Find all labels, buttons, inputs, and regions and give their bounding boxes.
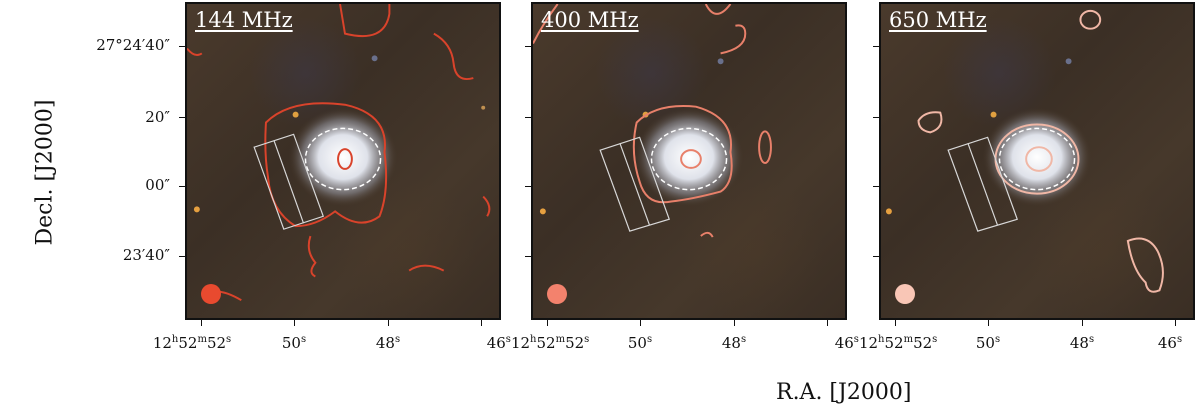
x-tickmark <box>895 320 896 326</box>
frequency-label: 650 MHz <box>889 8 987 32</box>
frequency-label: 400 MHz <box>541 8 639 32</box>
y-tickmark <box>179 46 185 47</box>
x-tickmark <box>640 320 641 326</box>
y-tick-label: 20″ <box>145 108 170 126</box>
y-tickmark <box>873 186 879 187</box>
beam-marker <box>201 284 221 304</box>
x-tick-label: 50s <box>627 334 653 352</box>
y-tickmark <box>525 186 531 187</box>
contour-overlay <box>885 9 1164 293</box>
x-tick-label: 48s <box>721 334 747 352</box>
x-tick-label: 12h52m52s <box>152 334 232 352</box>
y-axis-title: Decl. [J2000] <box>32 99 58 246</box>
x-tick-label: 48s <box>1069 334 1095 352</box>
x-tick-label: 46s12h52m52s <box>834 334 938 352</box>
x-tickmark <box>481 320 482 326</box>
x-tick-label: 46s12h52m52s <box>486 334 590 352</box>
image-panel-144: 144 MHz <box>185 2 501 320</box>
y-tickmark <box>873 256 879 257</box>
y-tick-label: 23′40″ <box>122 246 170 264</box>
beam-marker <box>895 284 915 304</box>
x-tickmark <box>988 320 989 326</box>
contour-overlay <box>187 4 491 302</box>
x-tickmark <box>827 320 828 326</box>
contour-overlay <box>533 4 772 238</box>
x-tickmark <box>734 320 735 326</box>
x-tick-label: 50s <box>281 334 307 352</box>
image-panel-650: 650 MHz <box>879 2 1195 320</box>
x-tickmark <box>547 320 548 326</box>
x-tickmark <box>1175 320 1176 326</box>
y-tick-label: 00″ <box>145 176 170 194</box>
image-panel-400: 400 MHz <box>531 2 847 320</box>
x-tick-label: 46s <box>1157 334 1183 352</box>
y-tickmark <box>873 46 879 47</box>
x-tickmark <box>294 320 295 326</box>
y-tickmark <box>873 117 879 118</box>
x-tick-label: 50s <box>975 334 1001 352</box>
x-tickmark <box>388 320 389 326</box>
x-tickmark <box>1082 320 1083 326</box>
y-tickmark <box>525 256 531 257</box>
frequency-label: 144 MHz <box>195 8 293 32</box>
y-tickmark <box>525 46 531 47</box>
y-tick-label: 27°24′40″ <box>96 36 170 54</box>
y-tickmark <box>179 186 185 187</box>
x-tickmark <box>201 320 202 326</box>
beam-marker <box>547 284 567 304</box>
y-tickmark <box>179 256 185 257</box>
x-tick-label: 48s <box>375 334 401 352</box>
y-tickmark <box>179 117 185 118</box>
x-axis-title: R.A. [J2000] <box>776 380 912 405</box>
y-tickmark <box>525 117 531 118</box>
